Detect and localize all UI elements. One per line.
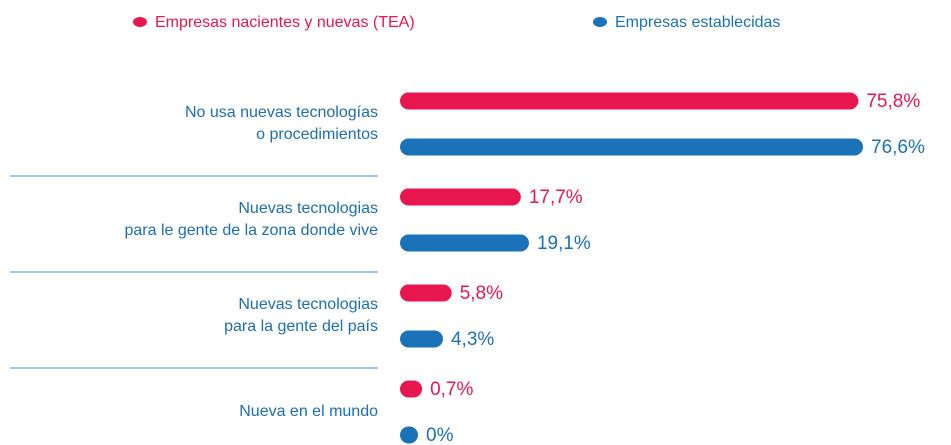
bar [400, 426, 418, 444]
bar [400, 330, 443, 348]
bar [400, 284, 452, 302]
value-label: 5,8% [460, 283, 503, 304]
value-label: 0% [426, 425, 454, 445]
legend-label: Empresas nacientes y nuevas (TEA) [155, 14, 415, 31]
bar [400, 188, 521, 206]
legend-marker [133, 17, 147, 27]
value-label: 17,7% [529, 187, 583, 208]
bar [400, 234, 529, 252]
category-label: No usa nuevas tecnologías o procedimient… [184, 104, 378, 143]
bar [400, 92, 859, 110]
legend-marker [593, 17, 607, 27]
category-label: Nuevas tecnologias para le gente de la z… [124, 200, 378, 239]
value-label: 76,6% [871, 137, 925, 158]
category-label: Nueva en el mundo [239, 403, 378, 420]
category-label: Nuevas tecnologias para la gente del paí… [224, 296, 378, 335]
bar [400, 138, 863, 156]
value-label: 0,7% [430, 379, 473, 400]
legend-label: Empresas establecidas [615, 14, 780, 31]
value-label: 75,8% [866, 91, 920, 112]
bar [400, 380, 423, 398]
value-label: 4,3% [451, 329, 494, 350]
value-label: 19,1% [537, 233, 591, 254]
